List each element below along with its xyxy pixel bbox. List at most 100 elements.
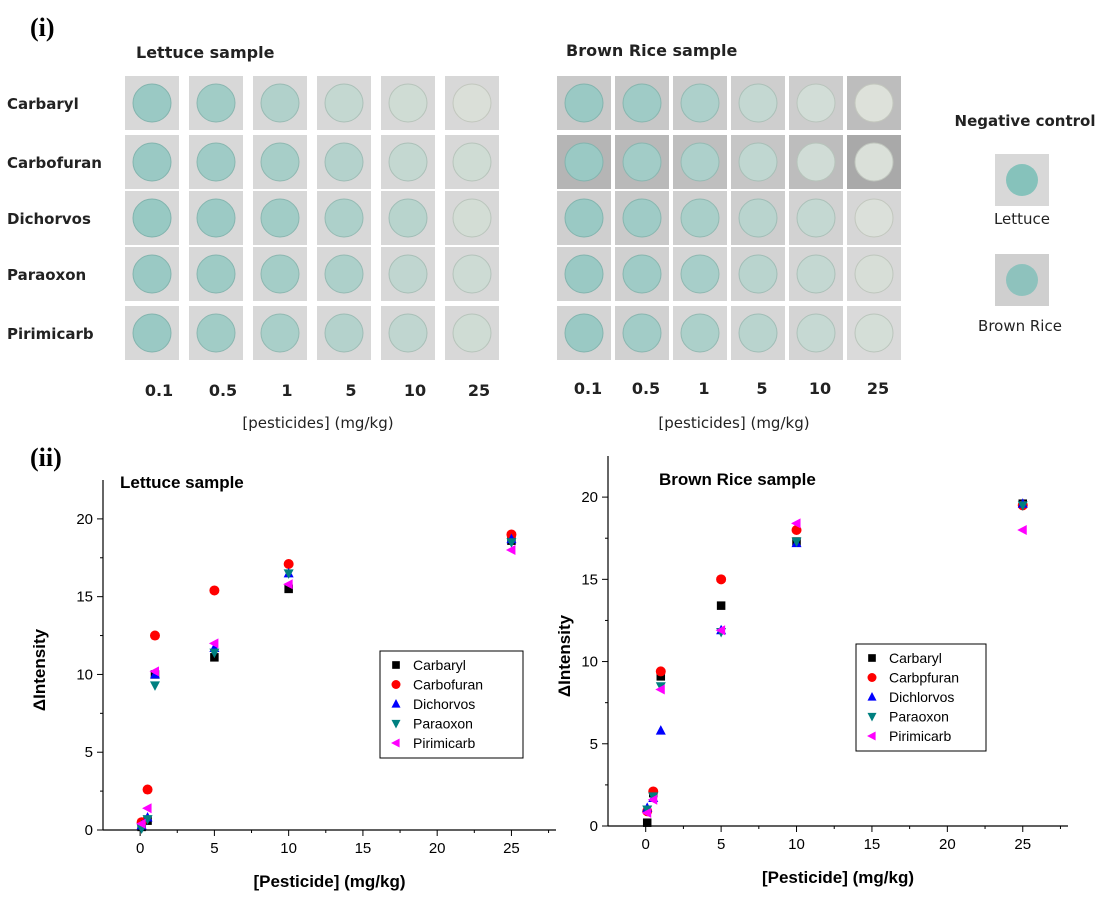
rice-conc-label: 0.1 bbox=[574, 379, 602, 398]
data-point-carbpfuran bbox=[716, 574, 727, 585]
data-point-pirimicarb bbox=[283, 579, 293, 590]
row-labels: Carbaryl Carbofuran Dichorvos Paraoxon Pirim… bbox=[7, 95, 102, 343]
panel-label-ii: (ii) bbox=[30, 443, 62, 472]
x-tick-label: 25 bbox=[1014, 836, 1031, 853]
rice-spot-carbofuran-1 bbox=[673, 135, 727, 189]
row-label-dichorvos: Dichorvos bbox=[7, 210, 91, 228]
rice-scatter-chart: 0 5 10 15 20 25 0 5 10 15 20 Brown Rice sample [Pest… bbox=[555, 456, 1068, 887]
lettuce-scatter-chart: 0 5 10 15 20 25 0 5 10 15 20 Lettuce sample [Pestici… bbox=[30, 473, 556, 891]
lettuce-spot-carbofuran-25 bbox=[445, 135, 499, 189]
rice-spot-carbaryl-1 bbox=[673, 76, 727, 130]
rice-conc-label: 10 bbox=[809, 379, 831, 398]
lettuce-grid-xlabel: [pesticides] (mg/kg) bbox=[242, 414, 393, 432]
legend-marker-carbofuran bbox=[391, 680, 401, 689]
lettuce-spot-paraoxon-1 bbox=[253, 247, 307, 301]
lettuce-spot-carbaryl-0.5 bbox=[189, 76, 243, 130]
legend-label-dichlorvos: Dichlorvos bbox=[889, 689, 954, 705]
data-point-paraoxon bbox=[506, 538, 517, 548]
lettuce-spot-pirimicarb-5 bbox=[317, 306, 371, 360]
legend-marker-pirimicarb bbox=[391, 738, 400, 748]
data-point-paraoxon bbox=[209, 648, 220, 659]
negative-control-rice-label: Brown Rice bbox=[978, 317, 1062, 335]
lettuce-grid-title: Lettuce sample bbox=[136, 43, 275, 62]
data-point-paraoxon bbox=[1017, 501, 1028, 511]
y-tick-label: 10 bbox=[76, 666, 93, 683]
data-point-pirimicarb bbox=[791, 518, 801, 529]
lettuce-spot-pirimicarb-25 bbox=[445, 306, 499, 360]
data-point-carbofuran bbox=[209, 585, 220, 596]
lettuce-spot-pirimicarb-10 bbox=[381, 306, 435, 360]
lettuce-conc-label: 0.5 bbox=[209, 381, 237, 400]
rice-spot-carbaryl-10 bbox=[789, 76, 843, 130]
y-tick-label: 20 bbox=[76, 511, 93, 528]
data-point-pirimicarb bbox=[136, 818, 146, 829]
y-tick-label: 0 bbox=[85, 822, 93, 839]
lettuce-conc-label: 0.1 bbox=[145, 381, 173, 400]
data-point-paraoxon bbox=[149, 681, 160, 691]
legend-marker-paraoxon bbox=[867, 712, 877, 722]
lettuce-spot-paraoxon-5 bbox=[317, 247, 371, 301]
rice-spot-pirimicarb-10 bbox=[789, 306, 843, 360]
rice-conc-label: 5 bbox=[756, 379, 767, 398]
lettuce-spot-carbofuran-5 bbox=[317, 135, 371, 189]
data-point-paraoxon bbox=[283, 569, 294, 579]
data-point-carbpfuran bbox=[655, 666, 666, 677]
lettuce-spot-carbofuran-10 bbox=[381, 135, 435, 189]
data-point-pirimicarb bbox=[655, 684, 665, 695]
rice-conc-label: 1 bbox=[698, 379, 709, 398]
lettuce-spot-dichorvos-25 bbox=[445, 191, 499, 245]
rice-spot-carbofuran-0.5 bbox=[615, 135, 669, 189]
panel-label-i: (i) bbox=[30, 13, 55, 42]
negative-control-title: Negative control bbox=[955, 112, 1096, 130]
x-tick-label: 0 bbox=[136, 840, 144, 857]
lettuce-spot-carbofuran-0.1 bbox=[125, 135, 179, 189]
y-axis-title: ΔIntensity bbox=[30, 628, 49, 711]
x-tick-label: 20 bbox=[939, 836, 956, 853]
rice-grid-xlabel: [pesticides] (mg/kg) bbox=[658, 414, 809, 432]
legend-marker-carbaryl bbox=[868, 654, 876, 662]
lettuce-spot-carbofuran-0.5 bbox=[189, 135, 243, 189]
legend-marker-paraoxon bbox=[391, 719, 401, 729]
rice-spot-carbaryl-25 bbox=[847, 76, 901, 130]
lettuce-conc-label: 1 bbox=[281, 381, 292, 400]
lettuce-spot-carbaryl-0.1 bbox=[125, 76, 179, 130]
rice-spot-dichorvos-0.1 bbox=[557, 191, 611, 245]
rice-spot-carbofuran-5 bbox=[731, 135, 785, 189]
lettuce-conc-label: 25 bbox=[468, 381, 490, 400]
y-tick-label: 20 bbox=[581, 489, 598, 506]
rice-spot-paraoxon-5 bbox=[731, 247, 785, 301]
lettuce-spot-carbaryl-5 bbox=[317, 76, 371, 130]
lettuce-spot-dichorvos-0.5 bbox=[189, 191, 243, 245]
legend-marker-dichlorvos bbox=[867, 692, 877, 701]
lettuce-spot-dichorvos-5 bbox=[317, 191, 371, 245]
rice-spot-carbaryl-0.1 bbox=[557, 76, 611, 130]
y-tick-label: 5 bbox=[85, 744, 93, 761]
rice-spot-carbaryl-0.5 bbox=[615, 76, 669, 130]
rice-spot-paraoxon-10 bbox=[789, 247, 843, 301]
legend-label-carbaryl: Carbaryl bbox=[889, 650, 942, 666]
legend-label-dichorvos: Dichorvos bbox=[413, 696, 475, 712]
rice-spot-dichorvos-5 bbox=[731, 191, 785, 245]
chart-legend: Carbaryl Carbofuran Dichorvos Paraoxon Pirim… bbox=[379, 650, 524, 759]
negative-control-rice-spot bbox=[995, 254, 1049, 306]
data-point-paraoxon bbox=[791, 537, 802, 548]
legend-label-pirimicarb: Pirimicarb bbox=[413, 735, 475, 751]
data-point-carbofuran bbox=[283, 559, 294, 569]
row-label-carbofuran: Carbofuran bbox=[7, 154, 102, 172]
lettuce-spot-pirimicarb-1 bbox=[253, 306, 307, 360]
negative-control-lettuce-label: Lettuce bbox=[994, 210, 1050, 228]
data-point-carbofuran bbox=[149, 630, 160, 641]
rice-spot-carbofuran-0.1 bbox=[557, 135, 611, 189]
y-tick-label: 15 bbox=[76, 589, 93, 606]
rice-spot-dichorvos-1 bbox=[673, 191, 727, 245]
x-tick-label: 20 bbox=[429, 840, 446, 857]
rice-spot-carbaryl-5 bbox=[731, 76, 785, 130]
lettuce-spot-paraoxon-25 bbox=[445, 247, 499, 301]
concentration-labels: 0.1 0.1 0.5 0.5 1 1 5 5 10 10 25 25 bbox=[145, 379, 889, 400]
rice-spot-paraoxon-1 bbox=[673, 247, 727, 301]
rice-conc-label: 0.5 bbox=[632, 379, 660, 398]
rice-spot-paraoxon-25 bbox=[847, 247, 901, 301]
legend-marker-carbpfuran bbox=[867, 673, 877, 682]
lettuce-spot-paraoxon-0.1 bbox=[125, 247, 179, 301]
legend-label-paraoxon: Paraoxon bbox=[413, 716, 473, 732]
